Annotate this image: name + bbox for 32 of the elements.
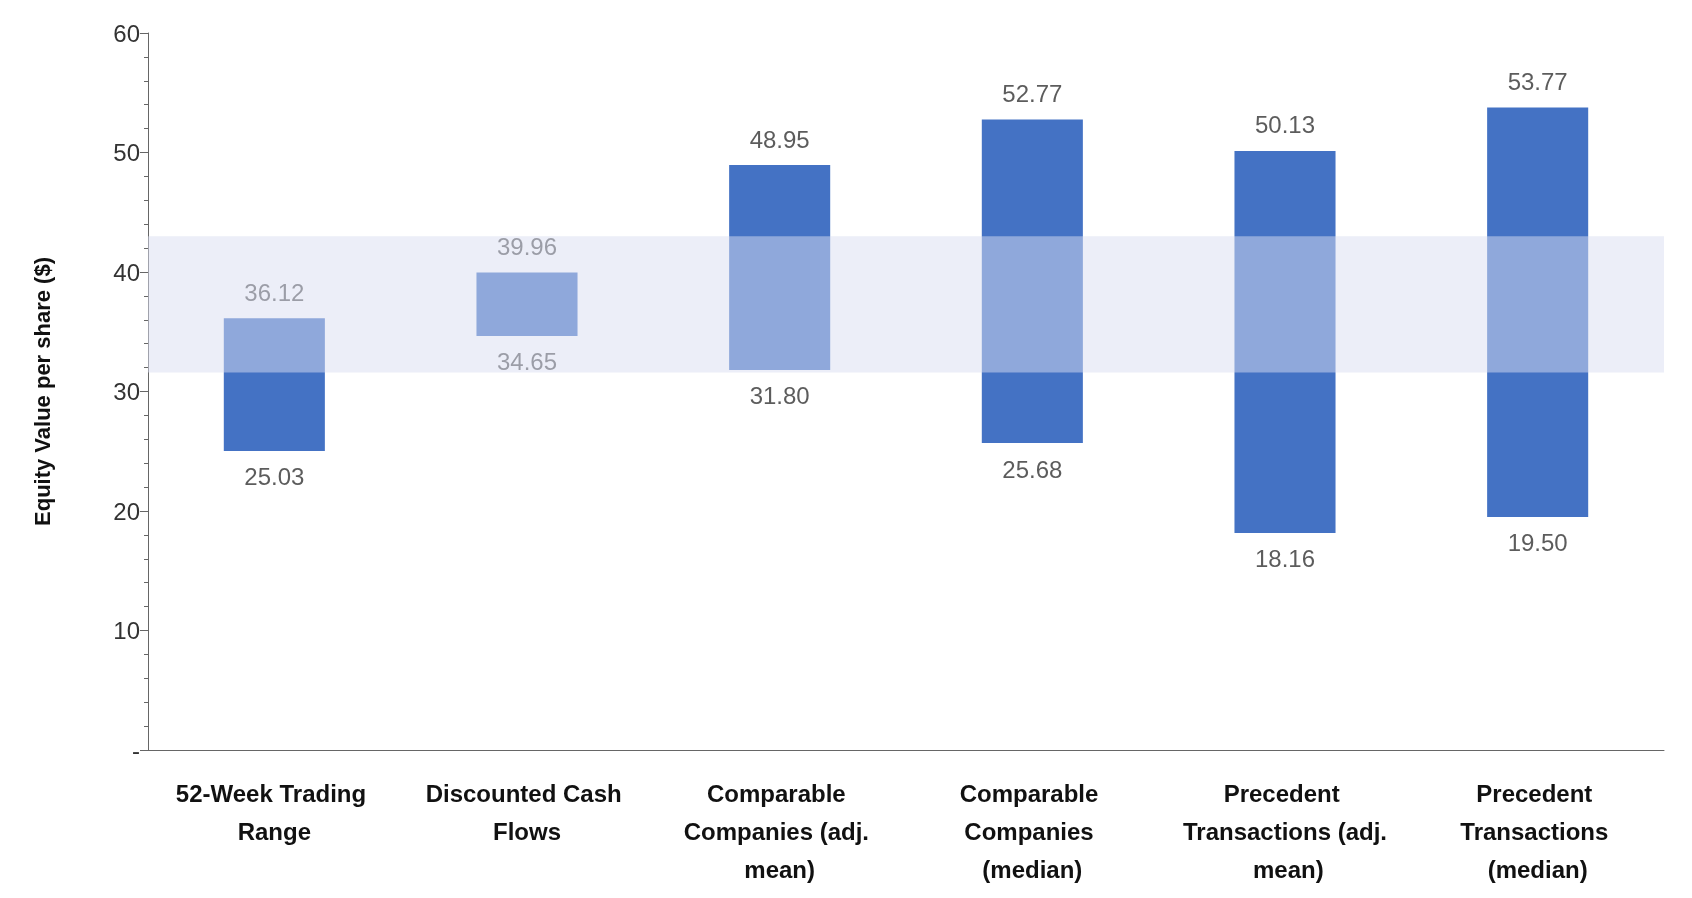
- x-tick-label: Discounted Cash Flows: [425, 779, 629, 845]
- y-tick-label: 40: [113, 258, 140, 286]
- y-tick-label: 20: [113, 497, 140, 525]
- annotation: 53.77: [1507, 67, 1568, 95]
- bar: [729, 165, 831, 370]
- y-tick-label: 10: [113, 617, 140, 644]
- bar: [476, 272, 578, 336]
- bar: [1487, 107, 1589, 517]
- bar: [1234, 150, 1336, 533]
- bar: [981, 119, 1083, 444]
- annotation: 25.03: [244, 463, 305, 491]
- x-tick-label: Comparable Companies (adj. mean): [683, 779, 876, 883]
- annotation: 19.50: [1507, 529, 1568, 557]
- y-axis-title: Equity Value per share ($): [29, 257, 55, 526]
- y-tick-label: -: [132, 736, 140, 764]
- annotation: 31.80: [749, 382, 810, 410]
- annotation: 18.16: [1254, 545, 1316, 573]
- annotation: 25.68: [1002, 455, 1063, 483]
- annotation: 50.13: [1254, 111, 1316, 139]
- x-tick-label: 52-Week Trading Range: [175, 779, 373, 845]
- x-tick-label: Comparable Companies (median): [959, 779, 1106, 883]
- annotation: 52.77: [1002, 79, 1063, 107]
- y-tick-label: 50: [113, 139, 140, 166]
- annotation: 36.12: [244, 278, 305, 306]
- x-tick-label: Precedent Transactions (median): [1460, 779, 1616, 883]
- x-tick-label: Precedent Transactions (adj. mean): [1182, 779, 1388, 883]
- annotation: 39.96: [496, 232, 558, 260]
- annotation: 34.65: [496, 348, 558, 376]
- annotation: 48.95: [749, 125, 810, 153]
- y-tick-label: 30: [113, 378, 140, 405]
- y-tick-label: 60: [113, 19, 140, 47]
- bar: [223, 318, 325, 451]
